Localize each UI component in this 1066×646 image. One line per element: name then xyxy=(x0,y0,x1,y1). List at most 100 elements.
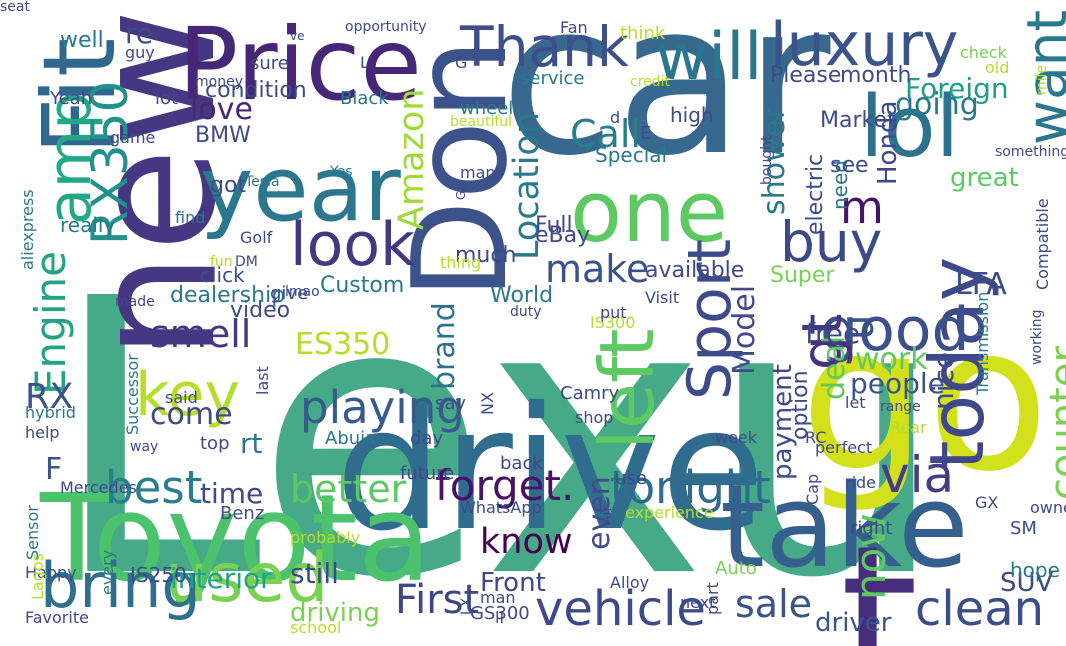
word-lexu: Lexu xyxy=(50,218,948,646)
word-day: day xyxy=(410,428,444,449)
word-perfect: perfect xyxy=(815,438,873,457)
word-compatible: Compatible xyxy=(1033,198,1052,290)
word-whatsapp: WhatsApp xyxy=(460,498,542,517)
word-game: game xyxy=(110,128,156,147)
word-custom: Custom xyxy=(320,273,405,298)
word-month: month xyxy=(840,63,912,88)
word-opportunity: opportunity xyxy=(345,19,427,35)
word-drive: drive xyxy=(335,371,766,569)
word-really: really xyxy=(60,213,116,237)
word-lmao: lmao xyxy=(285,284,320,300)
word-l: L xyxy=(360,53,369,72)
word-lagos: Lagos xyxy=(28,553,47,600)
word-f: F xyxy=(45,452,63,487)
word-lot: lot xyxy=(155,88,179,109)
word-model: Model xyxy=(727,284,762,375)
word-special: Special xyxy=(595,143,668,167)
word-year: year xyxy=(200,137,401,242)
word-interior: interior xyxy=(170,562,272,595)
word-mile: mile xyxy=(1034,64,1050,95)
word-well: well xyxy=(60,28,104,53)
word-gs300: GS300 xyxy=(470,603,530,624)
word-t: t xyxy=(840,503,919,646)
word-know: know xyxy=(480,522,573,562)
word-come: come xyxy=(150,397,233,432)
word-experience: experience xyxy=(625,503,714,522)
word-made: made xyxy=(115,294,155,310)
word-give: give xyxy=(270,283,309,304)
word-buy: buy xyxy=(780,210,883,274)
word-amazon: Amazon xyxy=(392,88,432,230)
word-find: find xyxy=(175,208,206,227)
word-alloy: Alloy xyxy=(610,573,650,592)
word-used: used xyxy=(165,539,329,618)
word-driver: driver xyxy=(815,608,892,638)
word-last: last xyxy=(253,366,272,395)
word-something: something xyxy=(995,144,1066,160)
word-e: E xyxy=(640,123,652,144)
word-smell: smell xyxy=(150,312,252,356)
word-every: every xyxy=(98,549,117,595)
word-suv: SUV xyxy=(1000,568,1054,598)
word-g: G xyxy=(455,53,468,72)
word-via: via xyxy=(880,446,955,504)
word-counter: counter xyxy=(1042,346,1066,500)
word-ga: Ga xyxy=(454,183,468,200)
word-make: make xyxy=(545,247,650,291)
word-best: best xyxy=(105,461,203,514)
word-lfa: LFA xyxy=(955,267,1007,302)
word-way: way xyxy=(130,439,159,455)
word-black: Black xyxy=(340,88,389,109)
word-fun: fun xyxy=(210,254,233,270)
word-good: good xyxy=(820,295,970,365)
word-bmw: BMW xyxy=(195,123,251,148)
word-es350: ES350 xyxy=(295,327,391,362)
word-say: say xyxy=(435,393,467,414)
word-top: top xyxy=(200,433,230,454)
word-wheel: wheel xyxy=(460,98,514,119)
word-re: re xyxy=(125,17,154,50)
word-dm: DM xyxy=(235,254,258,270)
word-car: car xyxy=(500,0,831,202)
word-working: working xyxy=(1029,309,1045,365)
word-air: Air xyxy=(599,505,615,525)
word-sale: sale xyxy=(735,582,813,626)
word-electric: electric xyxy=(803,153,828,235)
word-brand: brand xyxy=(427,302,462,390)
word-high: high xyxy=(670,103,714,127)
word-take: take xyxy=(720,460,969,594)
word-auto: Auto xyxy=(715,558,757,579)
word-playing: playing xyxy=(300,381,465,434)
word-toyota: Toyota xyxy=(40,470,432,609)
word-will: will xyxy=(655,20,763,95)
word-still: still xyxy=(290,557,339,590)
word-rx: RX xyxy=(25,377,74,417)
word-cap: Cap xyxy=(803,473,822,505)
word-thing: thing xyxy=(440,253,482,272)
word-service: service xyxy=(520,68,585,89)
word-duty: duty xyxy=(510,304,542,320)
word-see: see xyxy=(830,153,869,178)
word-sm: SM xyxy=(1010,518,1037,539)
word-great: great xyxy=(950,163,1019,193)
word-said: said xyxy=(165,388,198,407)
word-dealership: dealership xyxy=(170,283,286,308)
word-old: old xyxy=(985,58,1010,77)
word-go: go xyxy=(800,283,1050,516)
word-full: Full xyxy=(535,213,573,238)
word-call: Call xyxy=(570,112,641,156)
word-check: check xyxy=(960,43,1007,62)
word-key: key xyxy=(135,360,241,430)
word-sensor: Sensor xyxy=(23,505,42,560)
word-rc: RC xyxy=(805,428,827,447)
word-is250: IS250 xyxy=(130,563,187,587)
word-future: future xyxy=(400,463,455,484)
word-people: people xyxy=(850,367,945,400)
word-ride: ride xyxy=(845,473,877,492)
word-owner: owner xyxy=(1030,498,1066,517)
word-yes: Yes xyxy=(330,164,353,180)
word-front: Front xyxy=(480,568,546,598)
word-market: Market xyxy=(820,108,896,133)
word-transmission: Transmission xyxy=(973,291,992,395)
